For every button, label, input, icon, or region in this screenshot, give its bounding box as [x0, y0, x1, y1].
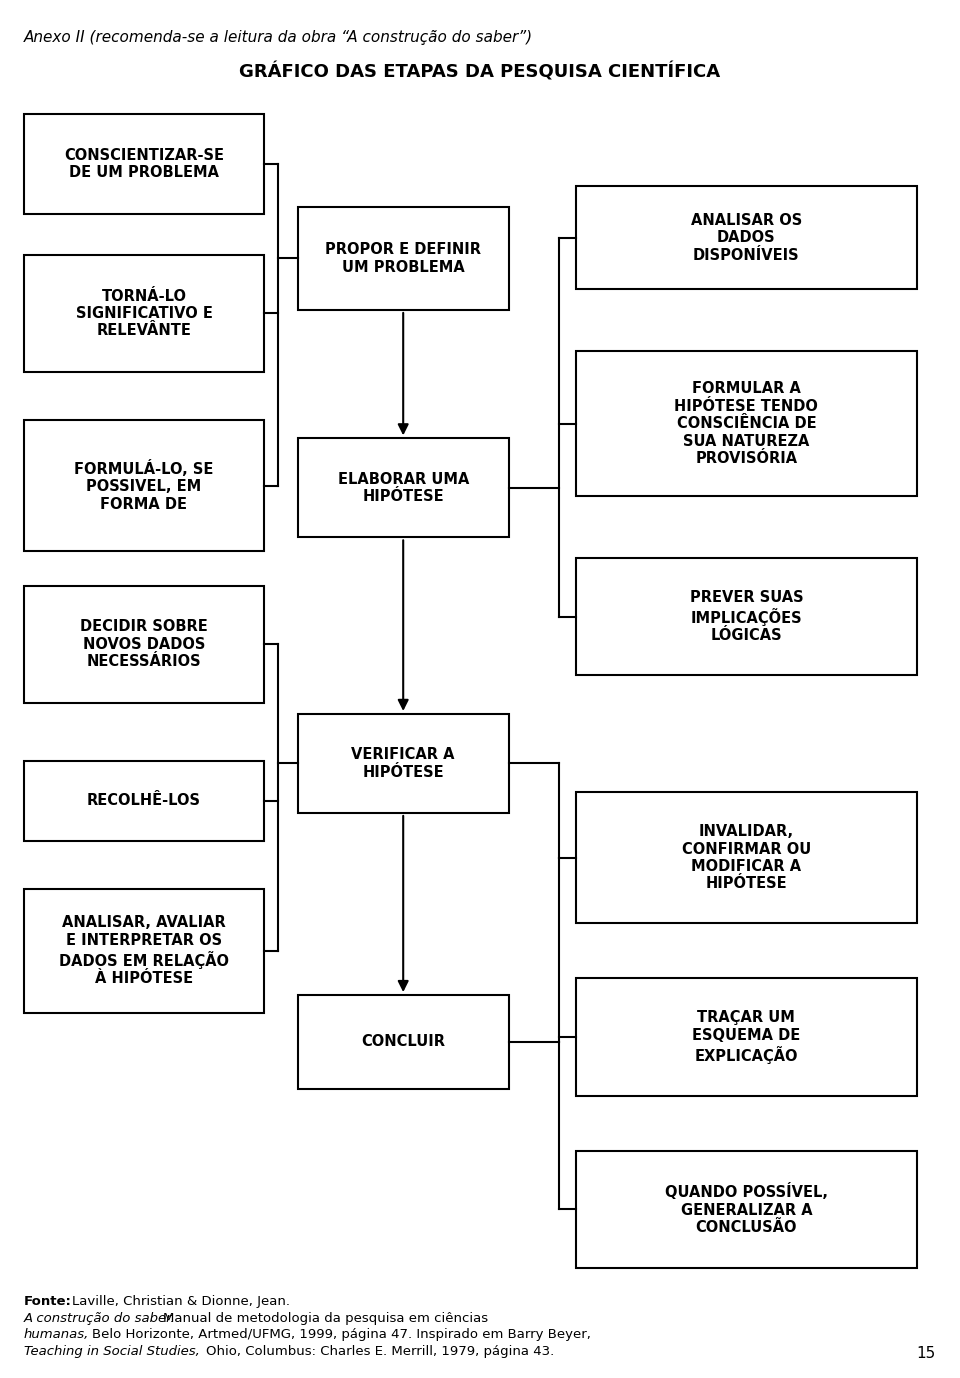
- Text: GRÁFICO DAS ETAPAS DA PESQUISA CIENTÍFICA: GRÁFICO DAS ETAPAS DA PESQUISA CIENTÍFIC…: [239, 62, 721, 81]
- Bar: [24, 420, 264, 551]
- Bar: [576, 792, 917, 923]
- Text: FORMULAR A
HIPÓTESE TENDO
CONSCIÊNCIA DE
SUA NATUREZA
PROVISÓRIA: FORMULAR A HIPÓTESE TENDO CONSCIÊNCIA DE…: [675, 382, 818, 466]
- Text: ELABORAR UMA
HIPÓTESE: ELABORAR UMA HIPÓTESE: [338, 471, 468, 504]
- Text: RECOLHÊ-LOS: RECOLHÊ-LOS: [87, 794, 201, 808]
- Bar: [298, 438, 509, 537]
- Text: INVALIDAR,
CONFIRMAR OU
MODIFICAR A
HIPÓTESE: INVALIDAR, CONFIRMAR OU MODIFICAR A HIPÓ…: [682, 824, 811, 892]
- Bar: [24, 761, 264, 841]
- Text: A construção do saber.: A construção do saber.: [24, 1312, 176, 1324]
- Bar: [24, 255, 264, 372]
- Text: Belo Horizonte, Artmed/UFMG, 1999, página 47. Inspirado em Barry Beyer,: Belo Horizonte, Artmed/UFMG, 1999, págin…: [92, 1328, 591, 1341]
- Text: FORMULÁ-LO, SE
POSSIVEL, EM
FORMA DE: FORMULÁ-LO, SE POSSIVEL, EM FORMA DE: [74, 460, 214, 511]
- Text: ANALISAR, AVALIAR
E INTERPRETAR OS
DADOS EM RELAÇÃO
À HIPÓTESE: ANALISAR, AVALIAR E INTERPRETAR OS DADOS…: [59, 915, 229, 987]
- Bar: [576, 351, 917, 496]
- Text: Anexo II (recomenda-se a leitura da obra “A construção do saber”): Anexo II (recomenda-se a leitura da obra…: [24, 30, 533, 45]
- Bar: [576, 558, 917, 675]
- Bar: [24, 889, 264, 1013]
- Text: Fonte:: Fonte:: [24, 1295, 72, 1308]
- Text: TRAÇAR UM
ESQUEMA DE
EXPLICAÇÃO: TRAÇAR UM ESQUEMA DE EXPLICAÇÃO: [692, 1010, 801, 1064]
- Text: ANALISAR OS
DADOS
DISPONÍVEIS: ANALISAR OS DADOS DISPONÍVEIS: [691, 212, 802, 263]
- Bar: [576, 186, 917, 289]
- Bar: [576, 978, 917, 1096]
- Bar: [298, 207, 509, 310]
- Text: Ohio, Columbus: Charles E. Merrill, 1979, página 43.: Ohio, Columbus: Charles E. Merrill, 1979…: [206, 1345, 555, 1357]
- Bar: [24, 586, 264, 703]
- Text: CONSCIENTIZAR-SE
DE UM PROBLEMA: CONSCIENTIZAR-SE DE UM PROBLEMA: [64, 147, 224, 181]
- Text: Teaching in Social Studies,: Teaching in Social Studies,: [24, 1345, 200, 1357]
- Text: TORNÁ-LO
SIGNIFICATIVO E
RELEVÂNTE: TORNÁ-LO SIGNIFICATIVO E RELEVÂNTE: [76, 288, 212, 339]
- Text: humanas,: humanas,: [24, 1328, 89, 1341]
- Text: PROPOR E DEFINIR
UM PROBLEMA: PROPOR E DEFINIR UM PROBLEMA: [325, 243, 481, 274]
- Text: VERIFICAR A
HIPÓTESE: VERIFICAR A HIPÓTESE: [351, 747, 455, 780]
- Text: DECIDIR SOBRE
NOVOS DADOS
NECESSÁRIOS: DECIDIR SOBRE NOVOS DADOS NECESSÁRIOS: [80, 619, 208, 670]
- Text: 15: 15: [917, 1346, 936, 1361]
- Text: Manual de metodologia da pesquisa em ciências: Manual de metodologia da pesquisa em ciê…: [163, 1312, 489, 1324]
- Bar: [24, 114, 264, 214]
- Bar: [298, 714, 509, 813]
- Text: QUANDO POSSÍVEL,
GENERALIZAR A
CONCLUSÃO: QUANDO POSSÍVEL, GENERALIZAR A CONCLUSÃO: [665, 1184, 828, 1235]
- Text: Laville, Christian & Dionne, Jean.: Laville, Christian & Dionne, Jean.: [72, 1295, 295, 1308]
- Text: PREVER SUAS
IMPLICAÇÕES
LÓGICAS: PREVER SUAS IMPLICAÇÕES LÓGICAS: [689, 590, 804, 644]
- Text: CONCLUIR: CONCLUIR: [361, 1035, 445, 1049]
- Bar: [298, 995, 509, 1089]
- Bar: [576, 1151, 917, 1268]
